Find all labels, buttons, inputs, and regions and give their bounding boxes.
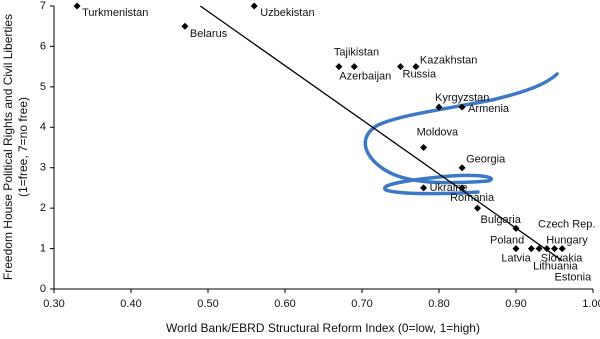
point: [535, 245, 543, 253]
point: [458, 184, 466, 192]
y-tick-label: 7: [40, 0, 46, 12]
point: [250, 2, 258, 10]
point-label: Ukraine: [430, 182, 468, 194]
y-tick-label: 3: [40, 162, 46, 174]
x-tick-label: 0.80: [428, 298, 449, 310]
point-label: Lithuania: [533, 260, 579, 272]
point: [551, 245, 558, 253]
point-label: Georgia: [466, 154, 506, 166]
point-label: Poland: [490, 234, 524, 246]
point-label: Turkmenistan: [82, 7, 148, 19]
point-label: Bulgaria: [481, 214, 522, 226]
point: [397, 63, 404, 71]
point: [350, 63, 358, 71]
point: [73, 2, 81, 10]
x-tick-label: 0.40: [120, 298, 141, 310]
point-label: Moldova: [417, 126, 459, 138]
x-tick-label: 0.70: [351, 298, 372, 310]
point-label: Armenia: [468, 103, 510, 115]
point-label: Uzbekistan: [260, 7, 314, 19]
x-tick-label: 0.60: [274, 298, 295, 310]
point: [181, 22, 189, 30]
x-axis-label: World Bank/EBRD Structural Reform Index …: [166, 321, 480, 335]
point-label: Czech Rep.: [538, 218, 595, 230]
point: [527, 245, 535, 253]
point-label: Belarus: [190, 28, 228, 40]
point-label: Estonia: [555, 271, 593, 283]
x-tick-label: 1.00: [582, 298, 600, 310]
point-label: Russia: [403, 69, 438, 81]
point: [420, 144, 428, 151]
point-label: Hungary: [546, 234, 588, 246]
point-label: Tajikistan: [334, 47, 379, 59]
point-label: Kazakhstan: [420, 55, 477, 67]
point: [558, 245, 566, 253]
point: [458, 164, 466, 172]
point: [512, 224, 520, 232]
point: [412, 63, 420, 71]
point-label: Romania: [450, 192, 495, 204]
trend-line: [199, 5, 563, 262]
y-axis-label: (1=free, 7=no free): [16, 97, 30, 197]
highlight-curve: [363, 72, 559, 196]
point: [420, 184, 428, 192]
point: [512, 245, 520, 253]
point-label: Latvia: [501, 252, 531, 264]
point-label: Slovakia: [541, 252, 583, 264]
x-tick-label: 0.30: [43, 298, 64, 310]
point: [335, 63, 343, 71]
point-label: Azerbaijan: [339, 71, 391, 83]
point: [543, 245, 551, 253]
y-tick-label: 0: [40, 283, 46, 295]
y-tick-label: 5: [40, 81, 46, 93]
y-axis-label: Freedom House Political Rights and Civil…: [1, 14, 15, 280]
point: [474, 204, 481, 212]
point: [458, 103, 466, 111]
y-tick-label: 2: [40, 202, 46, 214]
y-tick-label: 6: [40, 40, 46, 52]
point: [435, 103, 443, 111]
x-tick-label: 0.90: [505, 298, 526, 310]
y-tick-label: 4: [40, 121, 46, 133]
point-label: Kyrgyzstan: [435, 92, 489, 104]
y-tick-label: 1: [40, 242, 46, 254]
x-tick-label: 0.50: [197, 298, 218, 310]
